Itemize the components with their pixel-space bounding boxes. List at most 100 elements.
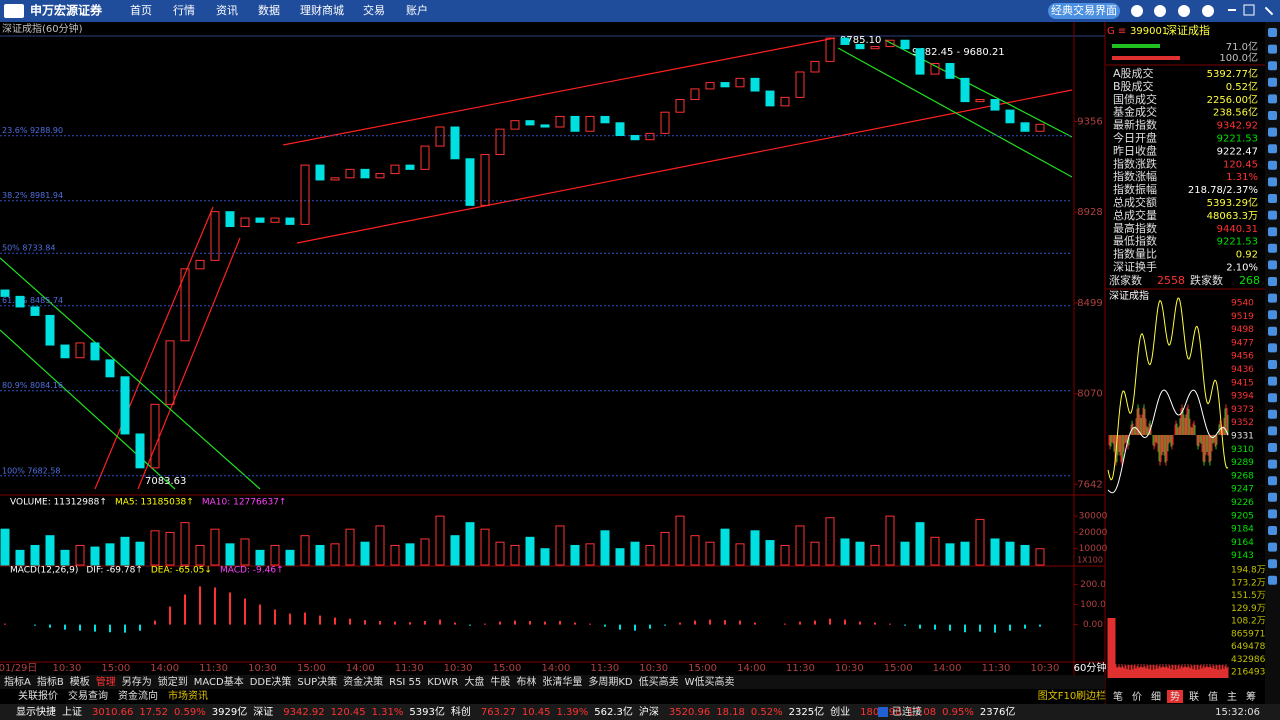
side-icon[interactable] <box>1268 559 1277 569</box>
tab[interactable]: 多周期KD <box>588 675 633 688</box>
breadth: 跌家数 <box>1190 273 1223 287</box>
side-icon[interactable] <box>1268 293 1277 303</box>
panel-tab[interactable]: 细 <box>1151 690 1161 703</box>
side-icon[interactable] <box>1268 393 1277 403</box>
tab[interactable]: 低买高卖 <box>639 675 679 688</box>
tab[interactable]: SUP决策 <box>297 675 337 688</box>
tab[interactable]: 管理 <box>96 675 116 688</box>
side-icon[interactable] <box>1268 194 1277 203</box>
status-item: 2376亿 <box>980 705 1015 718</box>
side-icon[interactable] <box>1268 28 1277 37</box>
volume-bar <box>120 536 130 566</box>
side-icon[interactable] <box>1268 260 1277 270</box>
tab[interactable]: 大盘 <box>464 675 484 688</box>
side-icon[interactable] <box>1268 310 1277 320</box>
tab[interactable]: 模板 <box>70 675 90 688</box>
side-icon[interactable] <box>1268 177 1277 187</box>
side-icon[interactable] <box>1268 526 1277 535</box>
tab[interactable]: DDE决策 <box>250 675 292 688</box>
tab[interactable]: RSI 55 <box>389 677 421 688</box>
tab[interactable]: 资金决策 <box>343 675 383 688</box>
tab[interactable]: 锁定到 <box>158 675 188 688</box>
side-icon[interactable] <box>1268 61 1277 71</box>
tab[interactable]: 指标A <box>4 675 31 688</box>
nav-item[interactable]: 交易 <box>363 3 385 17</box>
side-icon[interactable] <box>1268 509 1277 519</box>
tab[interactable]: 另存为 <box>122 675 152 688</box>
status-icon <box>878 707 888 717</box>
panel-tab[interactable]: 筹 <box>1246 690 1256 703</box>
volume-bar <box>165 531 175 566</box>
intraday-volume-label: 194.8万 <box>1231 566 1266 576</box>
side-icon[interactable] <box>1268 44 1277 54</box>
tab[interactable]: 关联报价 <box>18 689 58 702</box>
stat-value: 0.52亿 <box>1226 80 1258 93</box>
tab[interactable]: 牛股 <box>490 675 510 688</box>
tab[interactable]: 市场资讯 <box>168 689 208 702</box>
intraday-price-label: 9184 <box>1231 525 1254 535</box>
panel-tab[interactable]: 势 <box>1170 690 1180 703</box>
status-item: 0.52% <box>751 707 783 718</box>
intraday-avg <box>1107 297 1229 481</box>
side-icon[interactable] <box>1268 476 1277 486</box>
classic-button[interactable] <box>1048 3 1120 19</box>
panel-tab[interactable]: 联 <box>1189 691 1199 703</box>
volume-bar <box>525 536 535 566</box>
side-icon[interactable] <box>1268 376 1277 386</box>
side-icon[interactable] <box>1268 77 1277 87</box>
stat-value: 5393.29亿 <box>1207 196 1258 209</box>
volume-bar <box>495 541 505 566</box>
nav-item[interactable]: 行情 <box>173 4 195 17</box>
nav-item[interactable]: 理财商城 <box>300 3 344 17</box>
side-icon[interactable] <box>1268 542 1277 552</box>
side-icon[interactable] <box>1268 360 1277 369</box>
side-icon[interactable] <box>1268 210 1277 220</box>
tab[interactable]: 交易查询 <box>68 689 108 702</box>
side-icon[interactable] <box>1268 227 1277 237</box>
side-icon[interactable] <box>1268 343 1277 353</box>
classic-button-label[interactable]: 经典交易界面 <box>1051 3 1117 17</box>
nav-item[interactable]: 首页 <box>130 3 152 17</box>
tab[interactable]: MACD基本 <box>194 675 244 688</box>
side-icon[interactable] <box>1268 326 1277 336</box>
side-icon[interactable] <box>1268 575 1277 585</box>
tab[interactable]: 指标B <box>37 675 64 688</box>
side-icon[interactable] <box>1268 94 1277 104</box>
y-tick-label: 20000 <box>1079 528 1108 538</box>
side-link[interactable]: 刷边栏 <box>1076 689 1106 702</box>
candle <box>795 71 805 98</box>
volume-bar <box>405 543 415 566</box>
side-icon[interactable] <box>1268 111 1277 120</box>
side-icon[interactable] <box>1268 459 1277 469</box>
candle <box>75 342 85 359</box>
intraday-price-label: 9164 <box>1231 538 1254 548</box>
side-icon[interactable] <box>1268 144 1277 154</box>
side-icon[interactable] <box>1268 277 1277 286</box>
panel-tab[interactable]: 笔 <box>1113 690 1123 703</box>
side-icon[interactable] <box>1268 426 1277 436</box>
tab[interactable]: W低买高卖 <box>685 675 735 688</box>
side-icon[interactable] <box>1268 443 1277 452</box>
panel-tab[interactable]: 主 <box>1227 691 1237 703</box>
tab[interactable]: 资金流向 <box>118 689 158 702</box>
side-icon[interactable] <box>1268 409 1277 419</box>
nav-item[interactable]: 账户 <box>406 3 428 17</box>
side-link[interactable]: 图文F10 <box>1038 689 1076 702</box>
volume-bar <box>765 540 775 566</box>
x-tick-label: 10:30 <box>52 663 81 674</box>
side-icon[interactable] <box>1268 160 1277 170</box>
panel-code: 399001 <box>1130 26 1168 37</box>
panel-tab[interactable]: 值 <box>1208 690 1218 703</box>
logo: 申万宏源证券 <box>30 3 103 18</box>
side-icon[interactable] <box>1268 243 1277 253</box>
nav-item[interactable]: 资讯 <box>216 4 238 17</box>
tab[interactable]: KDWR <box>427 677 458 688</box>
panel-tab[interactable]: 价 <box>1132 691 1142 703</box>
stat-label: A股成交 <box>1113 66 1154 80</box>
tab[interactable]: 张清华量 <box>542 675 582 688</box>
side-icon[interactable] <box>1268 492 1277 502</box>
side-icon[interactable] <box>1268 127 1277 137</box>
tab[interactable]: 布林 <box>516 675 536 688</box>
candle <box>210 211 220 261</box>
nav-item[interactable]: 数据 <box>258 3 280 17</box>
